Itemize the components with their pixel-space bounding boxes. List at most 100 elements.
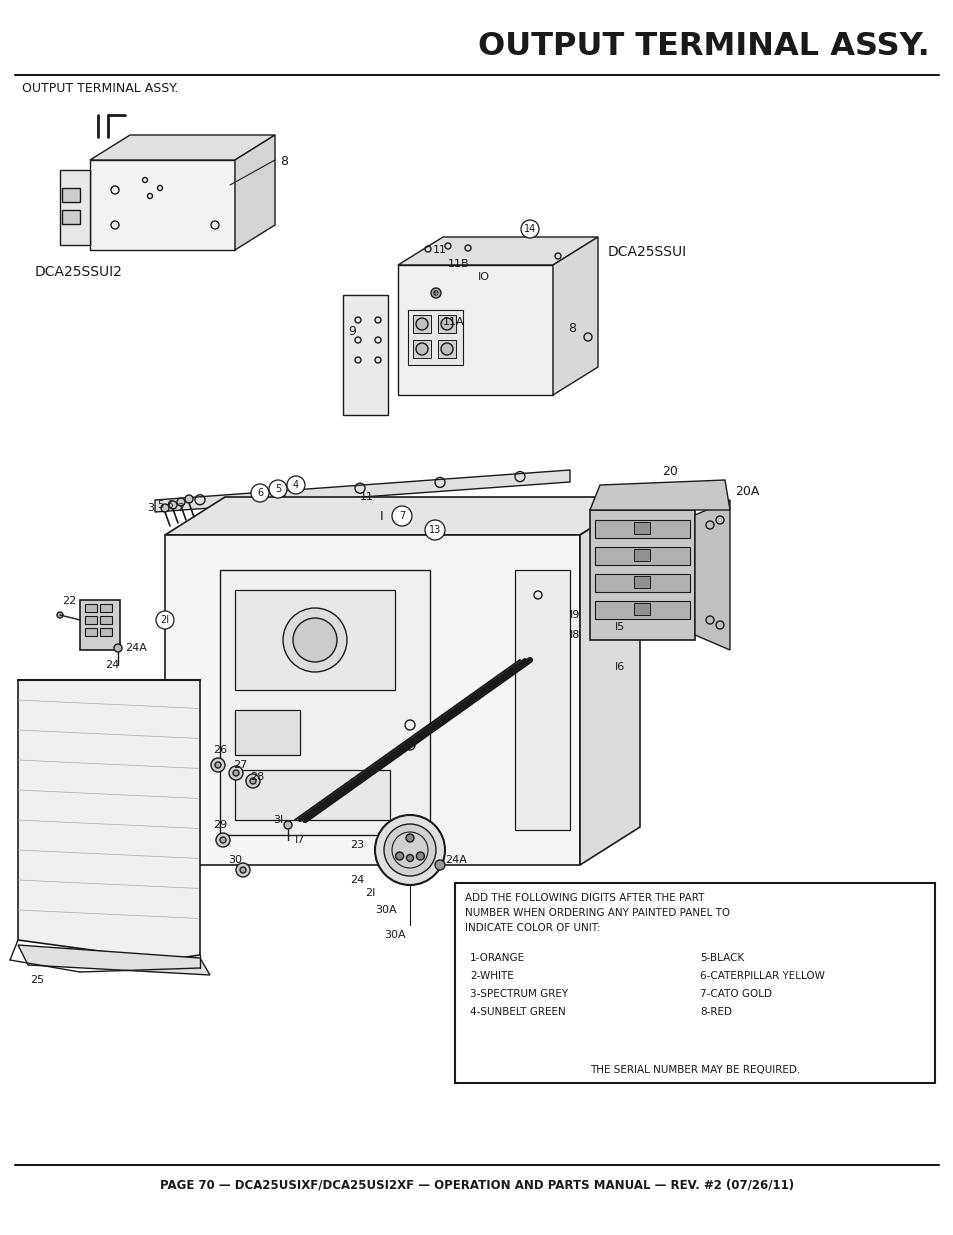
Circle shape xyxy=(293,618,336,662)
Bar xyxy=(413,315,431,333)
Text: 24: 24 xyxy=(105,659,119,671)
Text: 11: 11 xyxy=(359,492,374,501)
Circle shape xyxy=(284,821,292,829)
Text: I7: I7 xyxy=(294,835,305,845)
Text: OUTPUT TERMINAL ASSY.: OUTPUT TERMINAL ASSY. xyxy=(22,82,178,95)
Circle shape xyxy=(406,834,414,842)
Polygon shape xyxy=(397,266,553,395)
Bar xyxy=(408,310,462,366)
Text: 26: 26 xyxy=(213,745,227,755)
Text: 7: 7 xyxy=(398,511,405,521)
Circle shape xyxy=(214,762,221,768)
Text: 8: 8 xyxy=(280,156,288,168)
Circle shape xyxy=(392,506,412,526)
Text: DCA25SSUI2: DCA25SSUI2 xyxy=(35,266,123,279)
Polygon shape xyxy=(589,480,729,510)
Circle shape xyxy=(233,769,239,776)
Polygon shape xyxy=(18,945,210,974)
Circle shape xyxy=(113,643,122,652)
Text: 3I: 3I xyxy=(273,815,283,825)
Circle shape xyxy=(406,855,413,862)
Bar xyxy=(234,769,390,820)
Circle shape xyxy=(520,220,538,238)
Polygon shape xyxy=(553,237,598,395)
Text: 23: 23 xyxy=(350,840,364,850)
Circle shape xyxy=(434,291,437,295)
Text: 14: 14 xyxy=(523,224,536,233)
Circle shape xyxy=(440,317,453,330)
Circle shape xyxy=(424,520,444,540)
Bar xyxy=(455,883,934,1083)
Bar xyxy=(80,600,120,650)
Polygon shape xyxy=(595,601,689,619)
Text: 11A: 11A xyxy=(442,317,464,327)
Text: 6: 6 xyxy=(256,488,263,498)
Text: 8-RED: 8-RED xyxy=(700,1007,731,1016)
Bar xyxy=(85,604,97,613)
Text: THE SERIAL NUMBER MAY BE REQUIRED.: THE SERIAL NUMBER MAY BE REQUIRED. xyxy=(589,1065,800,1074)
Text: 29: 29 xyxy=(213,820,227,830)
Text: I6: I6 xyxy=(615,662,624,672)
Circle shape xyxy=(269,480,287,498)
Text: 9: 9 xyxy=(348,325,355,338)
Text: 25: 25 xyxy=(30,974,44,986)
Bar xyxy=(100,604,112,613)
Circle shape xyxy=(161,504,169,513)
Text: 28: 28 xyxy=(250,772,264,782)
Circle shape xyxy=(251,484,269,501)
Bar xyxy=(62,210,80,224)
Circle shape xyxy=(229,766,243,781)
Circle shape xyxy=(211,758,225,772)
Text: 2I: 2I xyxy=(365,888,375,898)
Circle shape xyxy=(185,495,193,503)
Text: 2-WHITE: 2-WHITE xyxy=(470,971,514,981)
Text: 24A: 24A xyxy=(125,643,147,653)
Text: 11B: 11B xyxy=(448,259,469,269)
Bar xyxy=(100,616,112,624)
Text: 3-SPECTRUM GREY: 3-SPECTRUM GREY xyxy=(470,989,568,999)
Text: 11: 11 xyxy=(433,245,447,254)
Text: I5: I5 xyxy=(615,622,624,632)
Text: 2I: 2I xyxy=(160,615,170,625)
Polygon shape xyxy=(579,496,639,864)
Text: 24A: 24A xyxy=(444,855,466,864)
Text: I: I xyxy=(379,510,383,522)
Text: 1-ORANGE: 1-ORANGE xyxy=(470,953,524,963)
Text: I9: I9 xyxy=(569,610,579,620)
Bar xyxy=(100,629,112,636)
Text: 4-SUNBELT GREEN: 4-SUNBELT GREEN xyxy=(470,1007,565,1016)
Polygon shape xyxy=(18,680,200,960)
Circle shape xyxy=(169,501,177,509)
Text: 30A: 30A xyxy=(375,905,396,915)
Text: 20A: 20A xyxy=(734,485,759,498)
Bar xyxy=(634,550,649,561)
Circle shape xyxy=(57,613,63,618)
Text: INDICATE COLOR OF UNIT:: INDICATE COLOR OF UNIT: xyxy=(464,923,599,932)
Bar xyxy=(62,188,80,203)
Bar xyxy=(220,571,430,835)
Text: DCA25SSUI: DCA25SSUI xyxy=(607,245,686,259)
Circle shape xyxy=(220,837,226,844)
Text: 22: 22 xyxy=(62,597,76,606)
Bar xyxy=(515,571,569,830)
Circle shape xyxy=(435,860,444,869)
Text: 30: 30 xyxy=(228,855,242,864)
Circle shape xyxy=(246,774,260,788)
Polygon shape xyxy=(695,500,729,650)
Circle shape xyxy=(416,343,428,354)
Circle shape xyxy=(177,498,185,506)
Polygon shape xyxy=(90,161,234,249)
Text: ADD THE FOLLOWING DIGITS AFTER THE PART: ADD THE FOLLOWING DIGITS AFTER THE PART xyxy=(464,893,703,903)
Circle shape xyxy=(416,852,424,860)
Circle shape xyxy=(283,608,347,672)
Polygon shape xyxy=(397,237,598,266)
Text: 5-BLACK: 5-BLACK xyxy=(700,953,743,963)
Circle shape xyxy=(235,863,250,877)
Circle shape xyxy=(156,611,173,629)
Circle shape xyxy=(416,317,428,330)
Polygon shape xyxy=(234,135,274,249)
Polygon shape xyxy=(595,574,689,592)
Bar xyxy=(634,522,649,534)
Bar xyxy=(413,340,431,358)
Circle shape xyxy=(287,475,305,494)
